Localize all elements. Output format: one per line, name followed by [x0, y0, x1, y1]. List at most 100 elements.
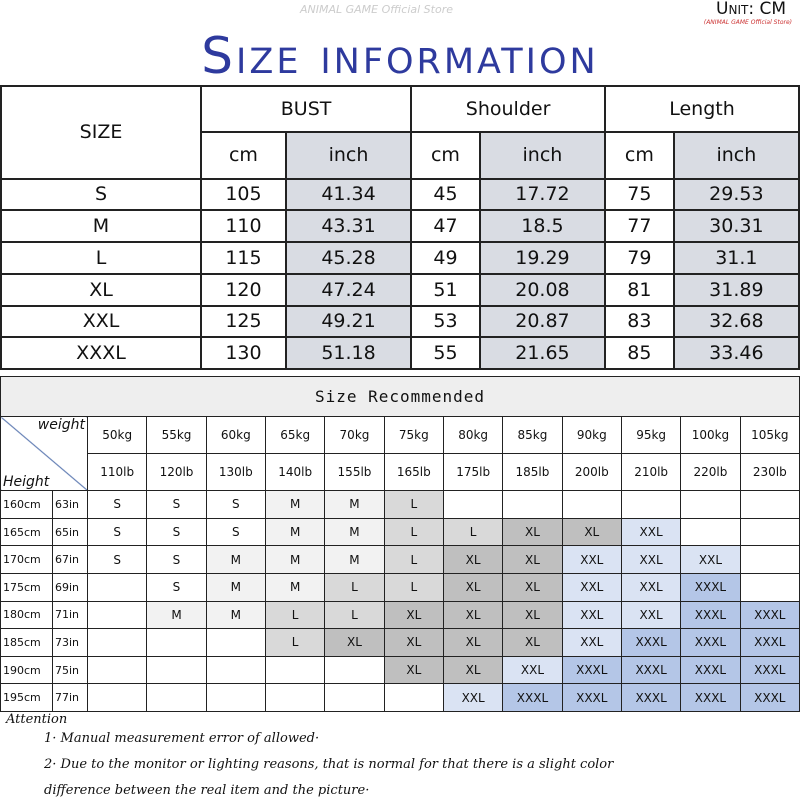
- recommended-size-cell: XL: [442, 655, 504, 685]
- unit-label: Unit: CM: [716, 0, 786, 19]
- recommended-size-cell: S: [86, 517, 148, 547]
- height-in: 65in: [52, 517, 88, 547]
- recommended-size-cell: [264, 683, 326, 712]
- weight-lb-header: 220lb: [680, 453, 741, 492]
- recommended-size-cell: [739, 545, 800, 574]
- recommended-size-cell: L: [324, 600, 385, 630]
- height-cm: 160cm: [0, 490, 53, 519]
- weight-height-corner: weight Height: [0, 416, 88, 492]
- recommended-size-cell: XXL: [442, 683, 504, 712]
- recommended-size-cell: [146, 628, 207, 657]
- recommended-size-cell: M: [324, 545, 385, 574]
- recommended-size-cell: [146, 683, 207, 712]
- recommended-size-cell: S: [205, 490, 266, 519]
- recommended-size-cell: XXXL: [680, 655, 741, 685]
- height-in: 67in: [52, 545, 88, 574]
- recommended-size-cell: [86, 683, 148, 712]
- recommended-size-cell: [324, 655, 385, 685]
- measure-cell: 47.24: [284, 272, 413, 307]
- measure-cell: 75: [604, 177, 675, 212]
- recommended-size-cell: M: [264, 517, 326, 547]
- height-row: 185cm 73in L XL XL XL XL XXL XXXL XXXL XXXL: [0, 628, 800, 657]
- size-cell: S: [0, 177, 202, 212]
- recommended-size-cell: L: [383, 490, 444, 519]
- recommended-size-cell: [324, 683, 385, 712]
- size-row: M 110 43.31 47 18.5 77 30.31: [0, 209, 800, 244]
- recommended-size-cell: M: [324, 490, 385, 519]
- measure-cell: 21.65: [478, 336, 607, 370]
- recommended-size-cell: XXXL: [739, 628, 800, 657]
- weight-kg-header: 85kg: [502, 416, 563, 455]
- height-in: 75in: [52, 655, 88, 685]
- recommended-size-cell: S: [146, 572, 207, 602]
- size-cell: XXXL: [0, 336, 202, 370]
- recommended-size-cell: [502, 490, 563, 519]
- recommended-size-cell: XXXL: [620, 628, 682, 657]
- height-cm: 180cm: [0, 600, 53, 630]
- recommended-size-cell: XXXL: [739, 683, 800, 712]
- recommended-size-cell: XL: [442, 545, 504, 574]
- weight-kg-header: 75kg: [383, 416, 444, 455]
- recommended-size-cell: XL: [442, 572, 504, 602]
- note-2: 2· Due to the monitor or lighting reason…: [44, 757, 614, 772]
- recommended-size-cell: XL: [502, 545, 563, 574]
- weight-kg-header: 100kg: [680, 416, 741, 455]
- recommended-size-cell: M: [205, 572, 266, 602]
- weight-lb-header: 120lb: [146, 453, 207, 492]
- recommended-size-cell: XXXL: [620, 683, 682, 712]
- measure-cell: 53: [410, 304, 481, 339]
- subheader-inch: inch: [284, 131, 413, 180]
- height-in: 71in: [52, 600, 88, 630]
- attention-title: Attention: [6, 712, 68, 727]
- measure-cell: 49.21: [284, 304, 413, 339]
- weight-kg-header: 65kg: [264, 416, 326, 455]
- height-cm: 170cm: [0, 545, 53, 574]
- recommended-size-cell: L: [383, 572, 444, 602]
- recommended-size-cell: M: [205, 600, 266, 630]
- measure-cell: 81: [604, 272, 675, 307]
- weight-kg-header: 105kg: [739, 416, 800, 455]
- size-row: XXL 125 49.21 53 20.87 83 32.68: [0, 304, 800, 339]
- recommended-size-cell: XXXL: [739, 655, 800, 685]
- weight-kg-header: 70kg: [324, 416, 385, 455]
- weight-kg-header: 55kg: [146, 416, 207, 455]
- measure-cell: 110: [200, 209, 287, 244]
- recommended-size-cell: XXXL: [680, 572, 741, 602]
- recommended-size-cell: XXL: [620, 517, 682, 547]
- measure-cell: 30.31: [672, 209, 800, 244]
- measure-cell: 83: [604, 304, 675, 339]
- weight-lb-header: 185lb: [502, 453, 563, 492]
- recommended-size-cell: XXL: [561, 600, 622, 630]
- recommended-size-cell: XXXL: [561, 655, 622, 685]
- size-row: XXXL 130 51.18 55 21.65 85 33.46: [0, 336, 800, 370]
- recommended-size-cell: [205, 683, 266, 712]
- shoulder-header: Shoulder: [410, 84, 607, 134]
- recommended-size-cell: [739, 517, 800, 547]
- measure-cell: 115: [200, 241, 287, 275]
- recommended-size-cell: [205, 628, 266, 657]
- subheader-cm: cm: [604, 131, 675, 180]
- height-cm: 195cm: [0, 683, 53, 712]
- measure-cell: 41.34: [284, 177, 413, 212]
- measure-cell: 85: [604, 336, 675, 370]
- recommended-size-cell: S: [86, 545, 148, 574]
- subheader-inch: inch: [672, 131, 800, 180]
- recommended-size-cell: L: [442, 517, 504, 547]
- recommended-size-cell: M: [264, 490, 326, 519]
- recommended-size-cell: S: [146, 517, 207, 547]
- recommended-size-cell: XXL: [561, 572, 622, 602]
- height-row: 170cm 67in S S M M M L XL XL XXL XXL XXL: [0, 545, 800, 574]
- page-title: Size information: [201, 27, 599, 85]
- weight-lb-header: 110lb: [86, 453, 148, 492]
- recommended-size-cell: XL: [561, 517, 622, 547]
- size-cell: XL: [0, 272, 202, 307]
- recommended-size-cell: M: [146, 600, 207, 630]
- recommended-size-cell: [86, 655, 148, 685]
- recommended-size-cell: XL: [442, 628, 504, 657]
- height-row: 195cm 77in XXL XXXL XXXL XXXL XXXL XXXL: [0, 683, 800, 712]
- recommended-size-cell: M: [264, 572, 326, 602]
- recommended-size-cell: L: [264, 600, 326, 630]
- size-cell: XXL: [0, 304, 202, 339]
- weight-lb-header: 210lb: [620, 453, 682, 492]
- height-cm: 175cm: [0, 572, 53, 602]
